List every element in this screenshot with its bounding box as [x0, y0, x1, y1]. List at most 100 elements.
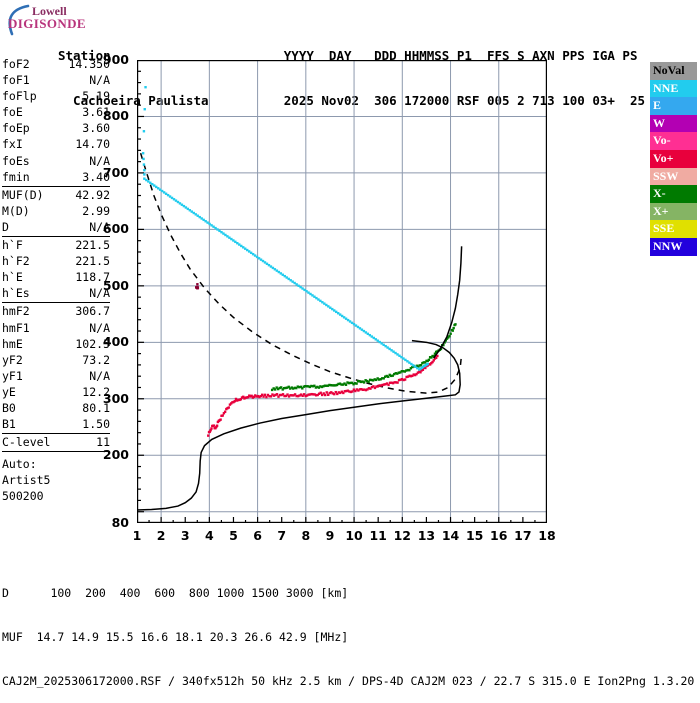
- series-nne-sparse-echoes: [142, 86, 429, 371]
- x-axis-tick-label: 12: [392, 528, 412, 543]
- y-axis-tick-label: 700: [87, 165, 129, 180]
- y-axis-tick-label: 200: [87, 447, 129, 462]
- param-row: hmF2 306.7: [2, 303, 110, 319]
- y-axis-tick-label: 800: [87, 108, 129, 123]
- param-key: fxI: [2, 136, 23, 152]
- param-key: yE: [2, 384, 16, 400]
- param-key: foEs: [2, 153, 30, 169]
- footer-file-row: CAJ2M_2025306172000.RSF / 340fx512h 50 k…: [2, 674, 694, 689]
- plot-frame: [138, 61, 547, 523]
- y-axis-tick-label: 500: [87, 278, 129, 293]
- param-value: 221.5: [75, 237, 110, 253]
- param-key: h`E: [2, 269, 23, 285]
- x-axis-tick-label: 3: [175, 528, 195, 543]
- param-value: 306.7: [75, 303, 110, 319]
- param-value: N/A: [89, 72, 110, 88]
- param-value: 14.70: [75, 136, 110, 152]
- legend-item-nne[interactable]: NNE: [650, 80, 697, 98]
- plot-grid: [137, 60, 547, 523]
- param-key: hmF1: [2, 320, 30, 336]
- legend-item-x-[interactable]: X+: [650, 203, 697, 221]
- param-key: fmin: [2, 169, 30, 185]
- legend-item-w[interactable]: W: [650, 115, 697, 133]
- param-row: yF1 N/A: [2, 368, 110, 384]
- legend-item-noval[interactable]: NoVal: [650, 62, 697, 80]
- param-key: yF1: [2, 368, 23, 384]
- direction-legend: NoVal NNE E W Vo- Vo+ SSW X- X+ SSE NNW: [650, 62, 697, 256]
- param-key: foF1: [2, 72, 30, 88]
- legend-item-e[interactable]: E: [650, 97, 697, 115]
- param-key: C-level: [2, 434, 50, 450]
- x-axis-tick-label: 16: [489, 528, 509, 543]
- x-axis-tick-label: 8: [296, 528, 316, 543]
- param-row: MUF(D) 42.92: [2, 187, 110, 203]
- param-value: 2.99: [82, 203, 110, 219]
- legend-item-vo-[interactable]: Vo-: [650, 132, 697, 150]
- footer-muf-row: MUF 14.7 14.9 15.5 16.6 18.1 20.3 26.6 4…: [2, 630, 694, 645]
- x-axis-tick-label: 7: [272, 528, 292, 543]
- param-value: N/A: [89, 368, 110, 384]
- x-axis-tick-label: 2: [151, 528, 171, 543]
- param-key: hmF2: [2, 303, 30, 319]
- param-row: B1 1.50: [2, 416, 110, 432]
- param-value: 221.5: [75, 253, 110, 269]
- legend-item-vo-[interactable]: Vo+: [650, 150, 697, 168]
- legend-item-ssw[interactable]: SSW: [650, 168, 697, 186]
- legend-item-x-[interactable]: X-: [650, 185, 697, 203]
- param-row: M(D) 2.99: [2, 203, 110, 219]
- param-key: h`Es: [2, 285, 30, 301]
- series-x-trace-x-extraordinary-echo-: [271, 323, 457, 391]
- param-row: hmF1 N/A: [2, 320, 110, 336]
- y-axis-tick-label: 600: [87, 221, 129, 236]
- footer-info: D 100 200 400 600 800 1000 1500 3000 [km…: [2, 557, 694, 703]
- footer-d-row: D 100 200 400 600 800 1000 1500 3000 [km…: [2, 586, 694, 601]
- series-o-trace-vo-ordinary-echo-: [207, 355, 439, 437]
- param-key: hmE: [2, 336, 23, 352]
- param-key: foE: [2, 104, 23, 120]
- x-axis-tick-label: 11: [368, 528, 388, 543]
- x-axis-tick-label: 9: [320, 528, 340, 543]
- y-axis-tick-label: 900: [87, 52, 129, 67]
- param-key: foEp: [2, 120, 30, 136]
- y-axis-tick-label: 300: [87, 391, 129, 406]
- param-key: B1: [2, 416, 16, 432]
- param-key: foF2: [2, 56, 30, 72]
- param-key: MUF(D): [2, 187, 44, 203]
- param-value: 5.19: [82, 88, 110, 104]
- x-axis-tick-label: 6: [248, 528, 268, 543]
- param-key: D: [2, 219, 9, 235]
- x-axis-tick-label: 4: [199, 528, 219, 543]
- auto-line: Artist5: [2, 472, 110, 488]
- param-row: foF1 N/A: [2, 72, 110, 88]
- x-axis-tick-label: 13: [416, 528, 436, 543]
- x-axis-tick-label: 14: [441, 528, 461, 543]
- x-axis-tick-label: 5: [223, 528, 243, 543]
- x-axis-tick-label: 10: [344, 528, 364, 543]
- legend-item-sse[interactable]: SSE: [650, 220, 697, 238]
- ionogram-plot-svg[interactable]: [137, 60, 547, 523]
- legend-item-nnw[interactable]: NNW: [650, 238, 697, 256]
- x-axis-tick-label: 18: [537, 528, 557, 543]
- y-axis-tick-label: 80: [87, 515, 129, 530]
- auto-line: 500200: [2, 488, 110, 504]
- param-value: 42.92: [75, 187, 110, 203]
- x-axis-tick-label: 1: [127, 528, 147, 543]
- param-row: h`F2 221.5: [2, 253, 110, 269]
- param-key: B0: [2, 400, 16, 416]
- param-value: N/A: [89, 320, 110, 336]
- x-axis-tick-label: 17: [513, 528, 533, 543]
- param-group-3: hmF2 306.7 hmF1 N/A hmE 102.5 yF2 73.2 yF1 N/A yE 1…: [2, 303, 110, 434]
- x-axis-tick-label: 15: [465, 528, 485, 543]
- plot-ticks: [137, 60, 547, 523]
- param-value: 1.50: [82, 416, 110, 432]
- param-key: M(D): [2, 203, 30, 219]
- param-key: foFlp: [2, 88, 37, 104]
- series-upper-black-f-layer-branch: [434, 246, 462, 358]
- y-axis-tick-label: 400: [87, 334, 129, 349]
- param-value: 73.2: [82, 352, 110, 368]
- ionogram-plot[interactable]: [137, 60, 547, 523]
- series-e-region-trace: [195, 283, 199, 289]
- param-row: fxI 14.70: [2, 136, 110, 152]
- series-muf-3000-curve: [141, 153, 462, 393]
- param-key: yF2: [2, 352, 23, 368]
